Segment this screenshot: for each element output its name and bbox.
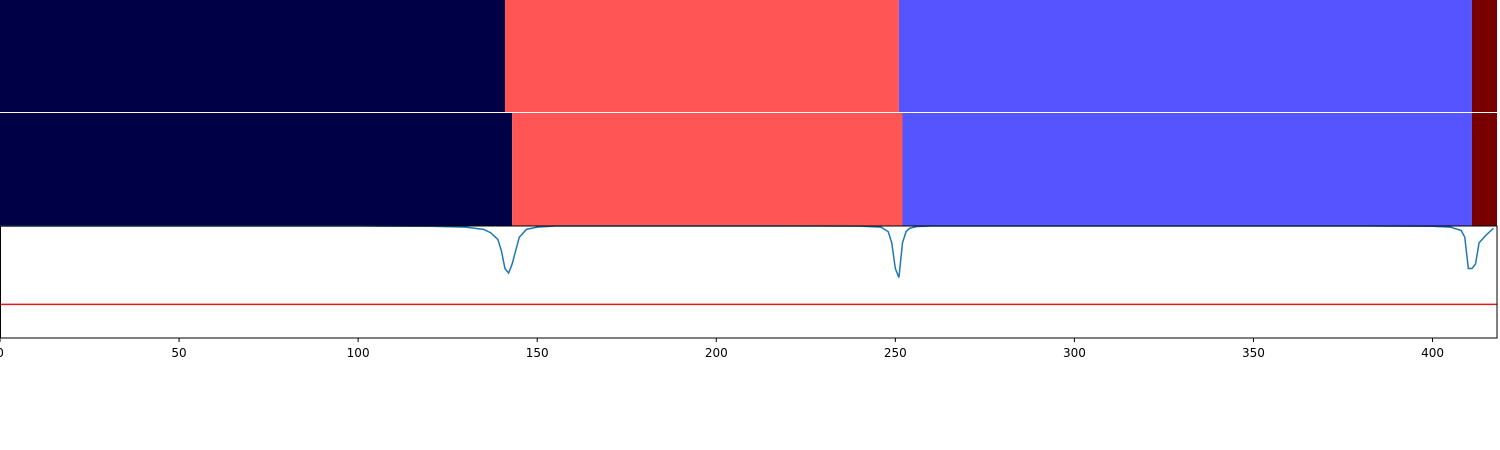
x-axis: 0 50 100 150 200 250 300 350 400 <box>0 338 1444 360</box>
x-tick-label-100: 100 <box>347 346 370 360</box>
x-tick-label-150: 150 <box>526 346 549 360</box>
signal-plot-frame <box>0 225 1498 339</box>
x-tick-label-400: 400 <box>1421 346 1444 360</box>
x-tick-label-200: 200 <box>705 346 728 360</box>
middle-segment-2 <box>902 113 1472 226</box>
top-segment-0 <box>0 0 505 112</box>
top-segment-3 <box>1471 0 1497 112</box>
top-segment-1 <box>504 0 899 112</box>
x-tick-label-0: 0 <box>0 346 4 360</box>
x-tick-label-250: 250 <box>884 346 907 360</box>
x-tick-label-50: 50 <box>171 346 186 360</box>
middle-segment-3 <box>1471 113 1497 226</box>
middle-segmentation-panel <box>0 113 1497 226</box>
x-tick-label-300: 300 <box>1063 346 1086 360</box>
signal-plot-panel <box>0 225 1498 339</box>
middle-segment-0 <box>0 113 513 226</box>
top-segment-2 <box>898 0 1472 112</box>
top-segmentation-panel <box>0 0 1497 112</box>
middle-segment-1 <box>512 113 903 226</box>
x-tick-label-350: 350 <box>1242 346 1265 360</box>
signal-line-0 <box>0 225 1494 278</box>
